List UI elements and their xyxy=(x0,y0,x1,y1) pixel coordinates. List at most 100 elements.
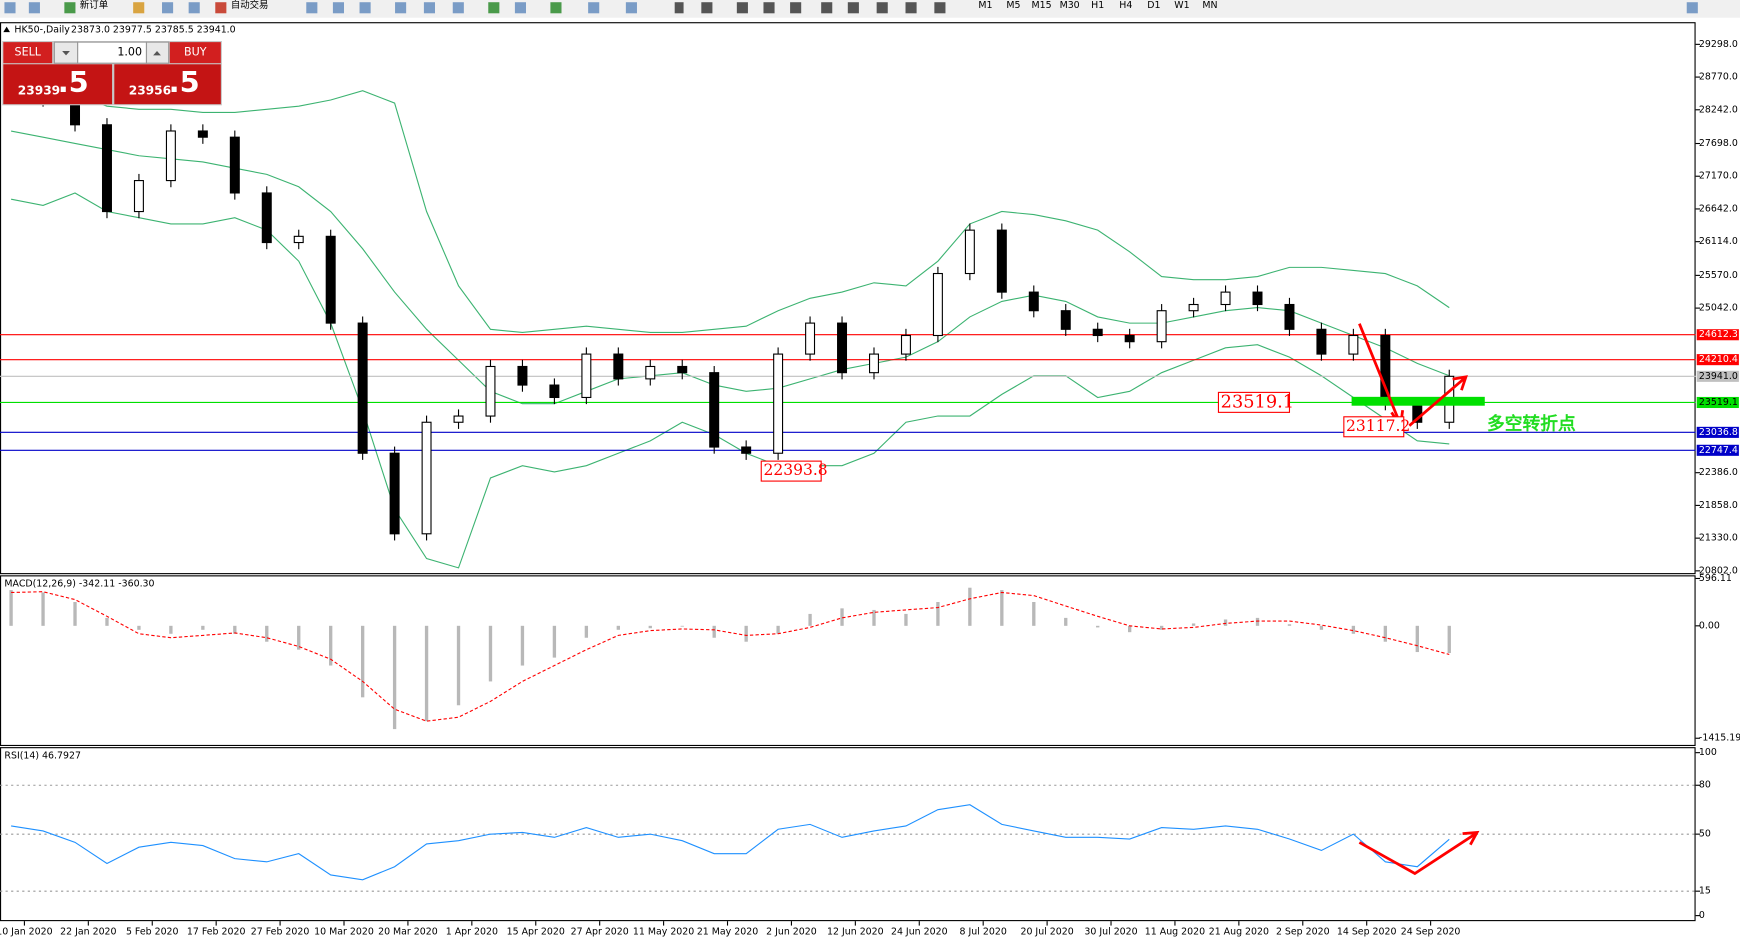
macd-bar xyxy=(73,601,77,626)
macd-bar xyxy=(105,617,109,626)
timeframe[interactable]: M5 xyxy=(1006,0,1020,11)
macd-bar xyxy=(1032,601,1036,626)
timeframe[interactable]: M1 xyxy=(978,0,992,11)
candle xyxy=(101,124,112,213)
lot-up-icon xyxy=(153,50,161,56)
timeframe[interactable]: MN xyxy=(1202,0,1217,11)
x-tick-label: 20 Jul 2020 xyxy=(1020,927,1073,938)
annotation: 22393.8 xyxy=(763,461,827,479)
macd-bar xyxy=(712,625,716,638)
candle xyxy=(485,365,496,417)
macd-bar xyxy=(552,625,557,658)
sell-price-box[interactable] xyxy=(3,64,113,105)
macd-bar xyxy=(1128,625,1132,633)
x-tick-label: 10 Mar 2020 xyxy=(314,927,374,938)
auto-trading[interactable]: 自动交易 xyxy=(231,0,269,11)
timeframes: M1 M5 M15 M30 H1 H4 D1 W1 MN xyxy=(978,0,1217,11)
sell-button[interactable] xyxy=(3,42,53,64)
macd-bar xyxy=(9,590,13,626)
candle xyxy=(165,130,176,182)
macd-bar xyxy=(1255,617,1260,626)
timeframe[interactable]: D1 xyxy=(1147,0,1160,11)
y-tick-label: 22386.0 xyxy=(1699,467,1738,478)
candle xyxy=(1188,303,1199,312)
macd-bar xyxy=(201,625,205,630)
candle xyxy=(133,180,144,213)
turning-note: 多空转折点 xyxy=(1487,413,1576,435)
toolbar-icons xyxy=(4,2,1698,14)
band-upper xyxy=(10,62,1450,333)
x-tick-label: 11 Aug 2020 xyxy=(1145,927,1205,938)
x-tick-label: 8 Jul 2020 xyxy=(960,927,1007,938)
timeframe[interactable]: W1 xyxy=(1174,0,1189,11)
macd-bar xyxy=(329,625,333,666)
macd-bar xyxy=(488,625,493,682)
annotation: 23117.2 xyxy=(1346,417,1410,435)
macd-bar xyxy=(744,625,748,642)
y-tick-label: 596.11 xyxy=(1699,573,1732,584)
buy-price-box[interactable] xyxy=(114,64,221,105)
macd-bar xyxy=(616,625,620,630)
candle xyxy=(1156,310,1167,343)
y-tick-label: 21330.0 xyxy=(1699,533,1738,544)
macd-bar xyxy=(456,625,461,706)
x-tick-label: 20 Mar 2020 xyxy=(378,927,438,938)
x-tick-label: 27 Feb 2020 xyxy=(251,927,310,938)
candle xyxy=(964,229,975,275)
macd-bar xyxy=(392,625,397,730)
macd-bar xyxy=(1223,619,1228,626)
timeframe[interactable]: M30 xyxy=(1060,0,1080,11)
macd-bar xyxy=(840,608,844,626)
level-tag xyxy=(1696,426,1739,438)
rsi-arrows xyxy=(1358,830,1480,876)
y-tick-label: 26114.0 xyxy=(1699,236,1738,247)
quote: 23873.0 23977.5 23785.5 23941.0 xyxy=(71,24,236,35)
candle xyxy=(197,130,208,138)
macd-bar xyxy=(424,625,429,722)
y-tick-label: 29298.0 xyxy=(1699,39,1738,50)
candle xyxy=(357,322,368,454)
macd-bar xyxy=(1096,625,1100,628)
candle xyxy=(900,334,911,355)
level-label: 23036.8 xyxy=(1699,427,1738,438)
x-tick-label: 14 Sep 2020 xyxy=(1337,927,1397,938)
macd-bar xyxy=(1351,625,1356,634)
candle xyxy=(1252,291,1263,306)
timeframe[interactable]: H1 xyxy=(1091,0,1104,11)
rsi-title: RSI(14) 46.7927 xyxy=(4,750,81,761)
macd-bar xyxy=(137,625,141,630)
new-order[interactable]: 新订单 xyxy=(80,0,108,11)
candle xyxy=(773,353,784,454)
y-tick-label: 28770.0 xyxy=(1699,72,1738,83)
y-tick-label: 27170.0 xyxy=(1699,171,1738,182)
macd-bar xyxy=(808,613,812,626)
macd-bar xyxy=(776,625,780,634)
macd-bar xyxy=(1383,625,1388,642)
level-tag xyxy=(1696,444,1739,456)
sell-label[interactable]: SELL xyxy=(15,46,42,59)
level-tag xyxy=(1696,396,1739,409)
collapse-icon[interactable] xyxy=(3,26,10,33)
x-tick-label: 1 Apr 2020 xyxy=(446,927,498,938)
macd-bar xyxy=(1064,617,1068,626)
timeframe[interactable]: M15 xyxy=(1032,0,1052,11)
x-tick-label: 24 Jun 2020 xyxy=(891,927,948,938)
band-lower xyxy=(10,192,1450,569)
macd-panel xyxy=(0,575,1696,747)
timeframe[interactable]: H4 xyxy=(1119,0,1132,11)
buy-label[interactable]: BUY xyxy=(184,46,207,59)
buy-button[interactable] xyxy=(169,42,221,64)
y-tick-label: -1415.19 xyxy=(1699,733,1740,744)
x-tick-label: 17 Feb 2020 xyxy=(187,927,246,938)
candle xyxy=(1092,328,1103,337)
x-tick-label: 10 Jan 2020 xyxy=(0,927,53,938)
rsi-panel xyxy=(0,747,1696,922)
y-tick-label: 21858.0 xyxy=(1699,500,1738,511)
candle xyxy=(741,446,752,454)
turning-bar xyxy=(1351,396,1485,406)
x-tick-label: 21 May 2020 xyxy=(697,927,758,938)
candle xyxy=(805,322,816,355)
candle xyxy=(709,372,720,448)
sell-price-main: 23939 xyxy=(18,83,60,97)
